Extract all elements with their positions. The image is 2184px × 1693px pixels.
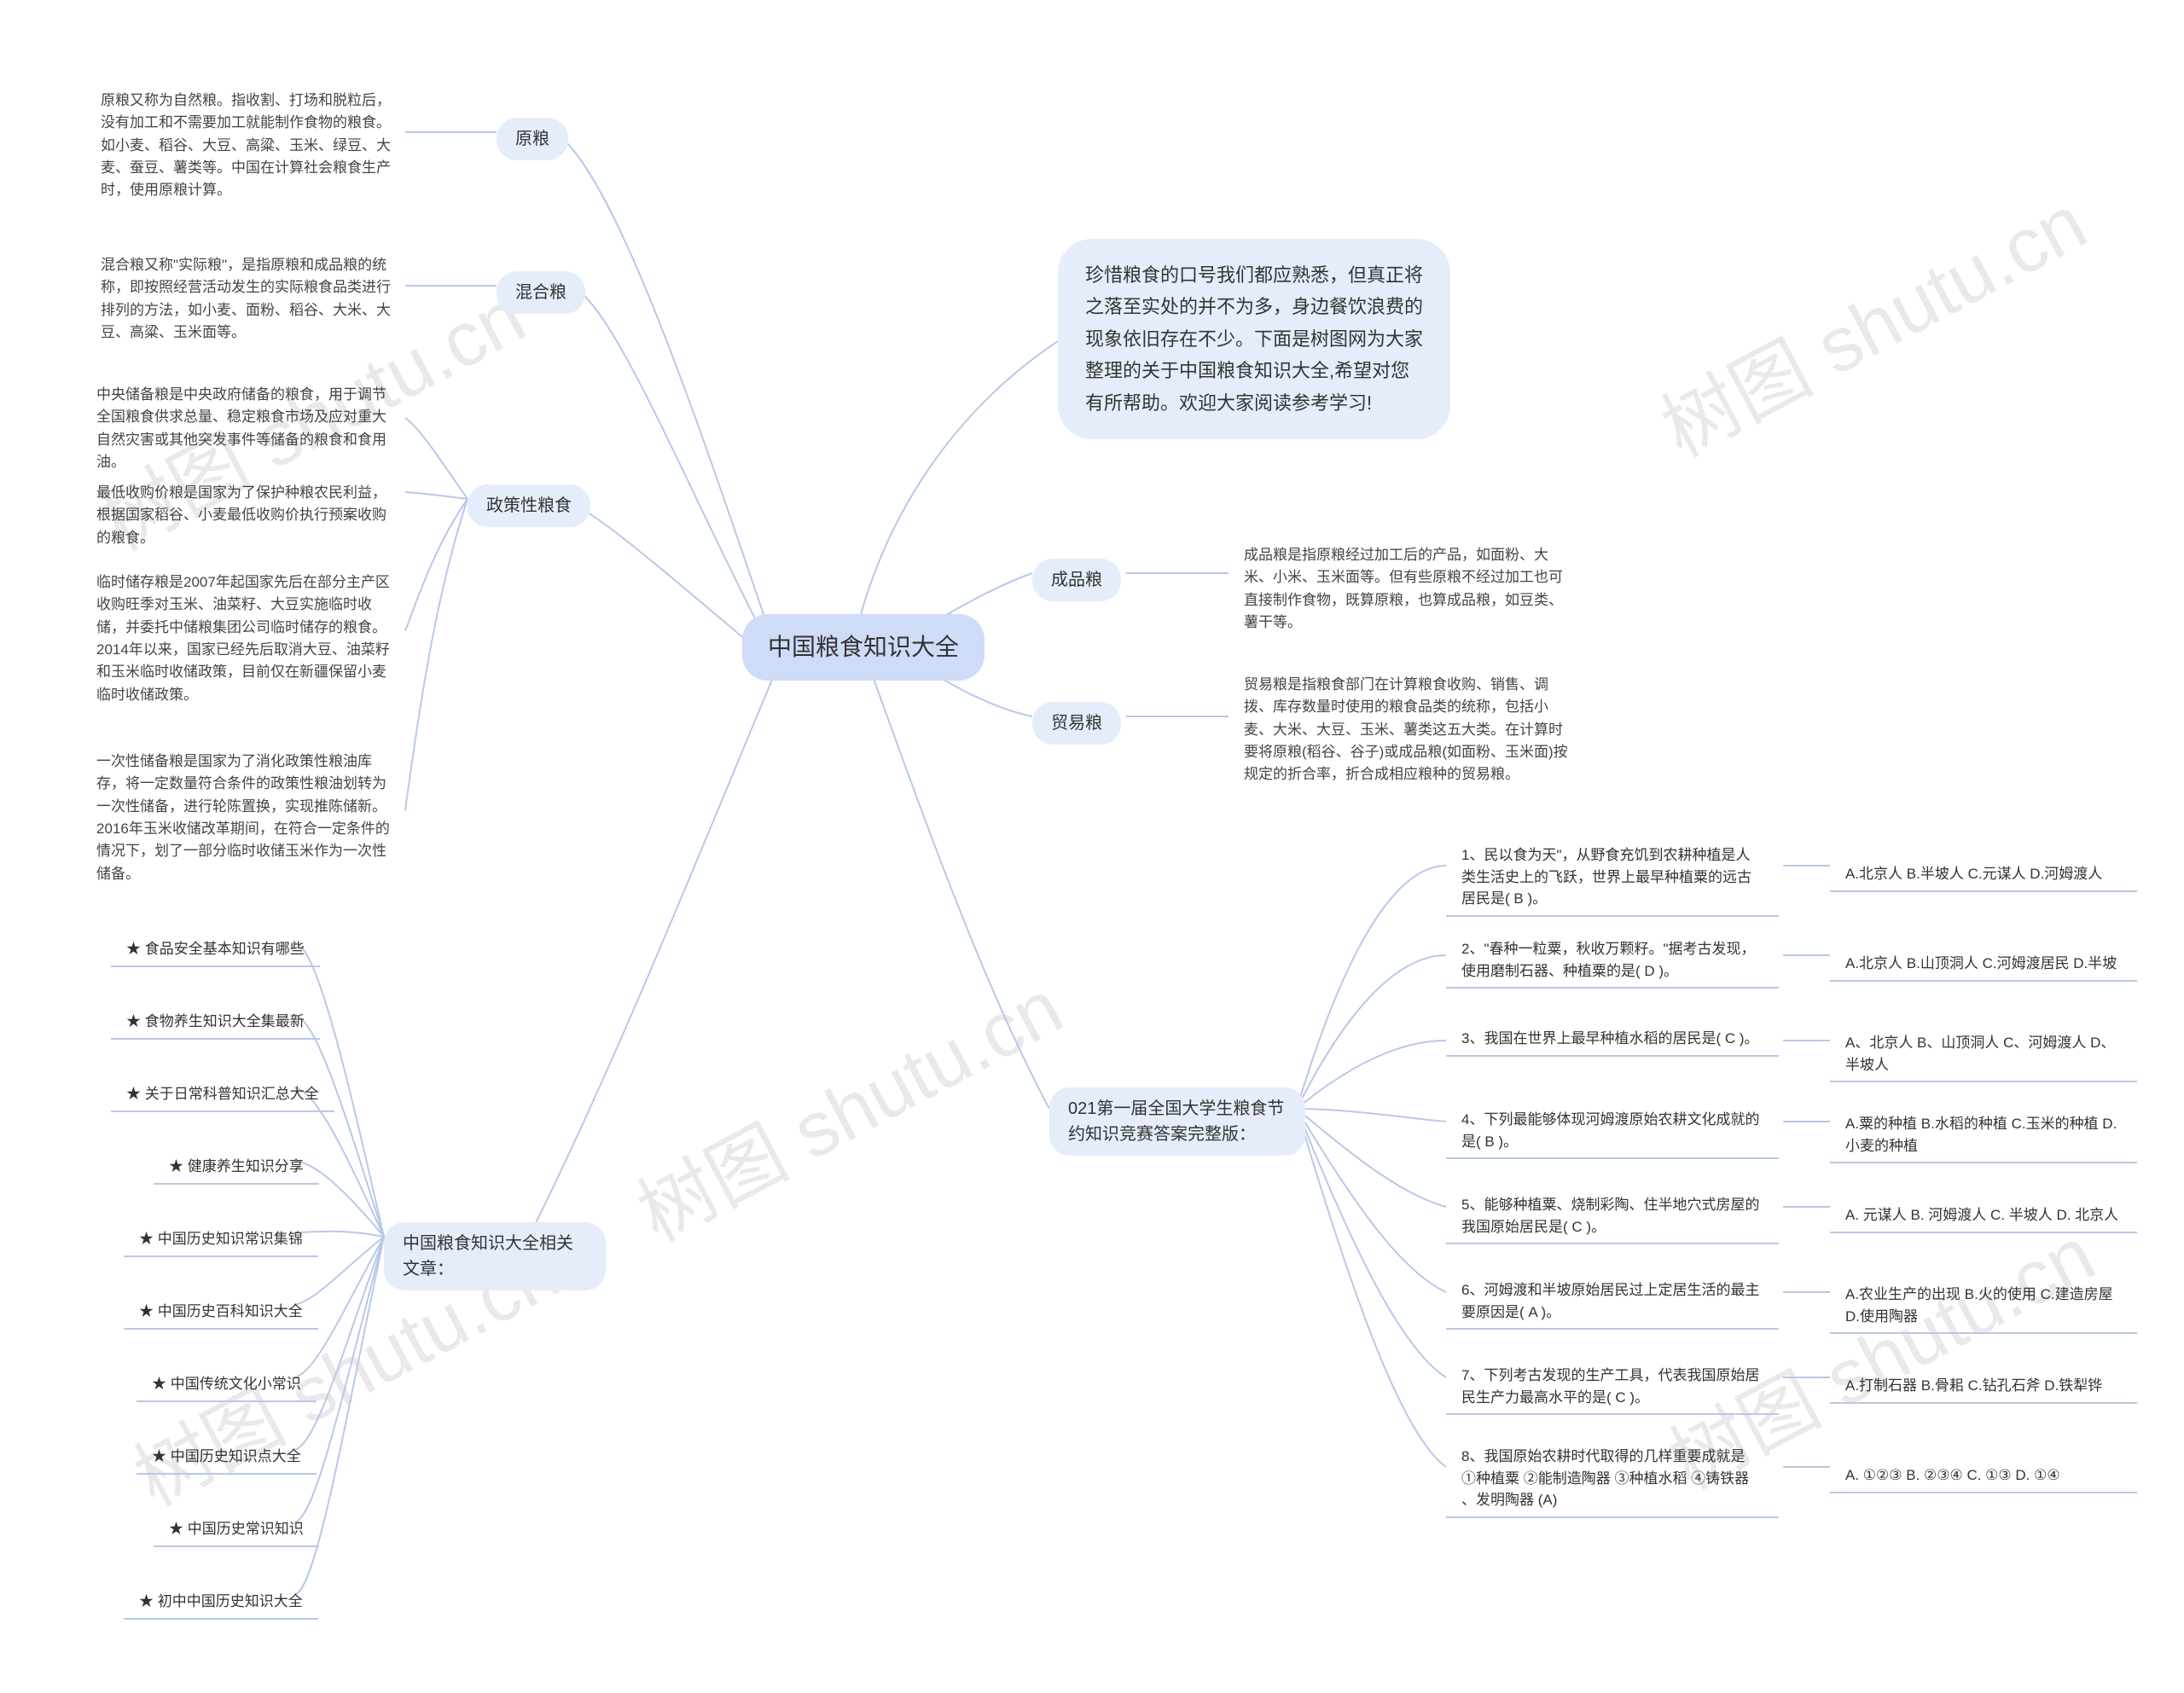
topic-chengpin[interactable]: 成品粮 <box>1032 559 1121 601</box>
related-6[interactable]: ★ 中国传统文化小常识 <box>136 1365 317 1402</box>
desc-zhengce-0: 中央储备粮是中央政府储备的粮食，用于调节全国粮食供求总量、稳定粮食市场及应对重大… <box>81 375 405 482</box>
quiz-a-2: A、北京人 B、山顶洞人 C、河姆渡人 D、半坡人 <box>1830 1023 2137 1082</box>
watermark: 树图 shutu.cn <box>1639 162 2101 478</box>
related-5[interactable]: ★ 中国历史百科知识大全 <box>124 1292 318 1330</box>
topic-hunhe[interactable]: 混合粮 <box>497 271 585 314</box>
quiz-a-6: A.打制石器 B.骨耜 C.钻孔石斧 D.铁犁铧 <box>1830 1366 2137 1404</box>
quiz-a-7: A. ①②③ B. ②③④ C. ①③ D. ①④ <box>1830 1456 2137 1493</box>
quiz-a-3: A.粟的种植 B.水稻的种植 C.玉米的种植 D.小麦的种植 <box>1830 1105 2137 1163</box>
quiz-q-4: 5、能够种植粟、烧制彩陶、住半地穴式房屋的我国原始居民是( C )。 <box>1446 1186 1779 1244</box>
desc-zhengce-3: 一次性储备粮是国家为了消化政策性粮油库存，将一定数量符合条件的政策性粮油划转为一… <box>81 742 405 894</box>
desc-yuanliang: 原粮又称为自然粮。指收割、打场和脱粒后，没有加工和不需要加工就能制作食物的粮食。… <box>85 81 410 211</box>
quiz-a-0: A.北京人 B.半坡人 C.元谋人 D.河姆渡人 <box>1830 855 2137 892</box>
quiz-q-3: 4、下列最能够体现河姆渡原始农耕文化成就的是( B )。 <box>1446 1100 1779 1159</box>
related-7[interactable]: ★ 中国历史知识点大全 <box>136 1437 317 1475</box>
quiz-a-4: A. 元谋人 B. 河姆渡人 C. 半坡人 D. 北京人 <box>1830 1196 2137 1233</box>
quiz-q-0: 1、民以食为天"，从野食充饥到农耕种植是人类生活史上的飞跃，世界上最早种植粟的远… <box>1446 836 1779 917</box>
related-3[interactable]: ★ 健康养生知识分享 <box>154 1147 319 1185</box>
topic-yuanliang[interactable]: 原粮 <box>497 118 568 160</box>
desc-maoyi: 贸易粮是指粮食部门在计算粮食收购、销售、调拨、库存数量时使用的粮食品类的统称，包… <box>1228 665 1587 795</box>
related-4[interactable]: ★ 中国历史知识常识集锦 <box>124 1220 318 1257</box>
desc-hunhe: 混合粮又称"实际粮"，是指原粮和成品粮的统称，即按照经营活动发生的实际粮食品类进… <box>85 246 410 352</box>
center-node[interactable]: 中国粮食知识大全 <box>742 614 985 681</box>
quiz-q-5: 6、河姆渡和半坡原始居民过上定居生活的最主要原因是( A )。 <box>1446 1271 1779 1330</box>
topic-quiz[interactable]: 021第一届全国大学生粮食节约知识竞赛答案完整版： <box>1049 1087 1305 1156</box>
related-2[interactable]: ★ 关于日常科普知识汇总大全 <box>111 1075 334 1112</box>
quiz-q-6: 7、下列考古发现的生产工具，代表我国原始居民生产力最高水平的是( C )。 <box>1446 1356 1779 1415</box>
intro-node: 珍惜粮食的口号我们都应熟悉，但真正将之落至实处的并不为多，身边餐饮浪费的现象依旧… <box>1058 239 1450 439</box>
quiz-q-1: 2、"春种一粒粟，秋收万颗籽。"据考古发现，使用磨制石器、种植粟的是( D )。 <box>1446 930 1779 989</box>
related-0[interactable]: ★ 食品安全基本知识有哪些 <box>111 930 320 967</box>
topic-zhengce[interactable]: 政策性粮食 <box>468 484 590 527</box>
desc-chengpin: 成品粮是指原粮经过加工后的产品，如面粉、大米、小米、玉米面等。但有些原粮不经过加… <box>1228 536 1587 642</box>
topic-maoyi[interactable]: 贸易粮 <box>1032 702 1121 745</box>
topic-related[interactable]: 中国粮食知识大全相关文章： <box>384 1222 606 1290</box>
related-8[interactable]: ★ 中国历史常识知识 <box>154 1510 319 1547</box>
desc-zhengce-1: 最低收购价粮是国家为了保护种粮农民利益，根据国家稻谷、小麦最低收购价执行预案收购… <box>81 473 405 558</box>
related-9[interactable]: ★ 初中中国历史知识大全 <box>124 1582 318 1620</box>
quiz-a-5: A.农业生产的出现 B.火的使用 C.建造房屋 D.使用陶器 <box>1830 1275 2137 1334</box>
quiz-q-2: 3、我国在世界上最早种植水稻的居民是( C )。 <box>1446 1019 1779 1057</box>
quiz-a-1: A.北京人 B.山顶洞人 C.河姆渡居民 D.半坡 <box>1830 944 2137 982</box>
quiz-q-7: 8、我国原始农耕时代取得的几样重要成就是 ①种植粟 ②能制造陶器 ③种植水稻 ④… <box>1446 1437 1779 1518</box>
desc-zhengce-2: 临时储存粮是2007年起国家先后在部分主产区收购旺季对玉米、油菜籽、大豆实施临时… <box>81 563 405 715</box>
related-1[interactable]: ★ 食物养生知识大全集最新 <box>111 1002 320 1040</box>
watermark: 树图 shutu.cn <box>615 947 1077 1263</box>
